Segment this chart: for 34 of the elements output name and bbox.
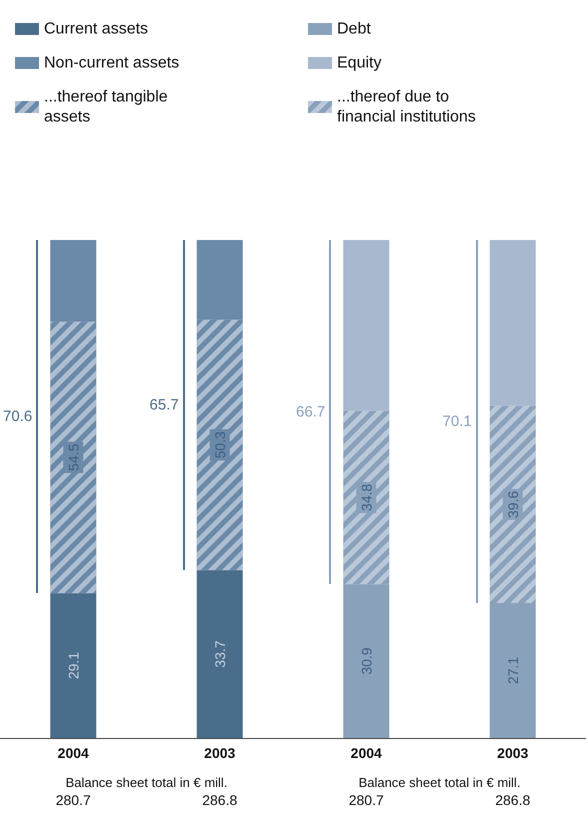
text: 286.8 — [495, 792, 530, 808]
bar — [50, 240, 96, 322]
x-tick-label: 2004 — [350, 745, 382, 761]
legend-label: Equity — [337, 54, 382, 72]
data-label: 33.7 — [212, 640, 228, 668]
bar — [196, 570, 243, 738]
bar — [196, 240, 243, 320]
text: 280.7 — [56, 792, 91, 808]
annotation: 70.1 — [442, 413, 472, 430]
bar — [490, 603, 536, 738]
annotation: 65.7 — [150, 396, 179, 414]
legend-label: Debt — [337, 20, 372, 38]
text: 286.8 — [202, 792, 238, 808]
data-label: 34.8 — [358, 484, 374, 512]
text: 280.7 — [348, 792, 384, 808]
annotation: 66.7 — [296, 404, 326, 421]
legend-label: Current assets — [44, 20, 148, 38]
legend-label: ...thereof tangible assets — [44, 88, 172, 126]
bar — [50, 593, 96, 738]
data-label: 27.1 — [504, 656, 521, 684]
annotation: 70.6 — [3, 408, 32, 426]
data-label: 39.6 — [504, 490, 521, 518]
data-label: 30.9 — [358, 647, 374, 675]
x-axis-title: Balance sheet total in € mill. — [66, 775, 228, 790]
bar — [490, 240, 536, 406]
x-tick-label: 2003 — [497, 745, 529, 761]
data-label: 29.1 — [65, 652, 82, 680]
x-tick-label: 2003 — [204, 745, 236, 761]
legend-label: ...thereof due to financial institutions — [337, 88, 476, 126]
bar — [343, 584, 390, 738]
legend-label: Non-current assets — [44, 54, 180, 72]
x-tick-label: 2004 — [58, 745, 90, 761]
bar — [343, 240, 390, 411]
x-axis-title: Balance sheet total in € mill. — [358, 775, 520, 790]
